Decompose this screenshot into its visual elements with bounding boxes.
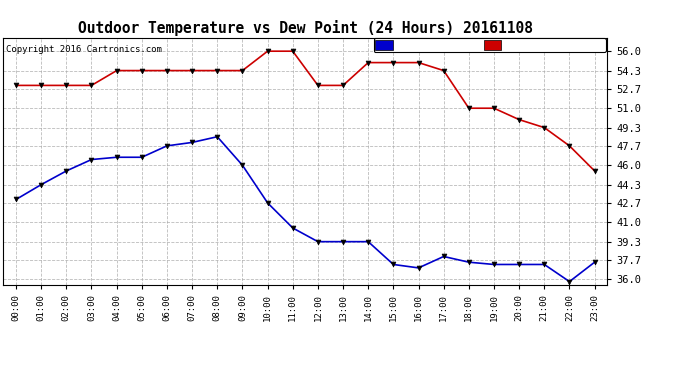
Legend: Dew Point  (°F), Temperature  (°F): Dew Point (°F), Temperature (°F) [373, 39, 607, 53]
Text: Copyright 2016 Cartronics.com: Copyright 2016 Cartronics.com [6, 45, 162, 54]
Title: Outdoor Temperature vs Dew Point (24 Hours) 20161108: Outdoor Temperature vs Dew Point (24 Hou… [78, 20, 533, 36]
